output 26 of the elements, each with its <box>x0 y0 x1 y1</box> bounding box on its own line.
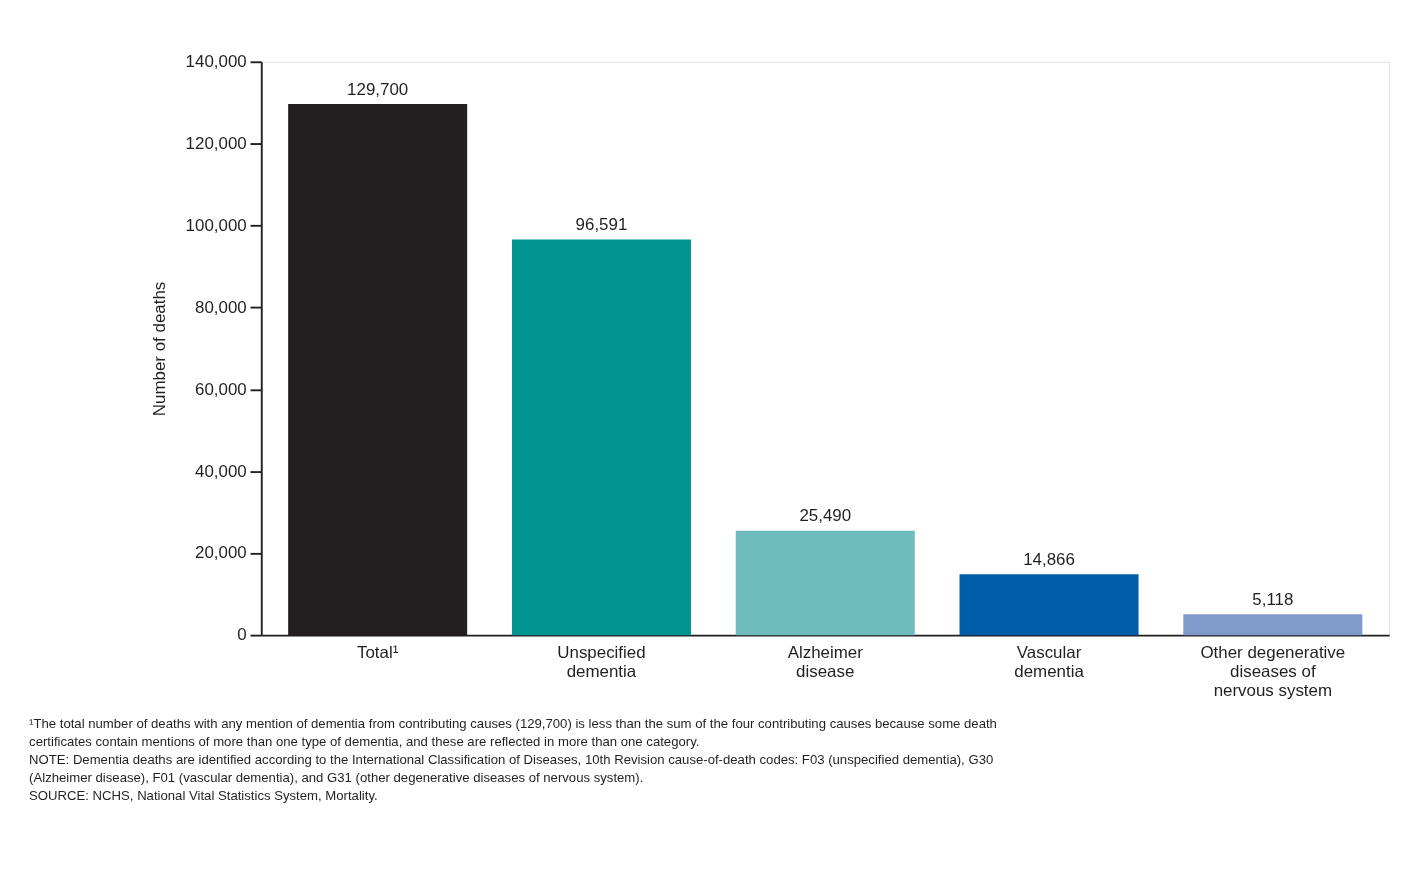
data-label: 14,866 <box>1023 549 1075 569</box>
data-label: 5,118 <box>1252 589 1294 609</box>
data-label: 129,700 <box>347 79 409 99</box>
y-axis-title: Number of deaths <box>149 281 169 417</box>
y-tick-label: 140,000 <box>185 51 247 71</box>
y-tick-label: 20,000 <box>195 543 247 563</box>
bar <box>511 239 691 636</box>
data-label: 25,490 <box>799 506 852 526</box>
bar <box>959 574 1139 636</box>
y-tick-label: 0 <box>237 625 247 645</box>
bar <box>1183 614 1363 636</box>
y-tick-label: 40,000 <box>195 461 247 481</box>
x-tick-label: Total¹ <box>357 643 399 663</box>
x-tick-label: Unspecified dementia <box>557 643 646 681</box>
source-note: SOURCE: NCHS, National Vital Statistics System, Mortality. <box>29 787 378 803</box>
y-tick-label: 80,000 <box>195 297 247 317</box>
y-tick-label: 100,000 <box>185 215 247 235</box>
bar <box>735 530 915 636</box>
text: ¹The total number of deaths with any mention of dementia from contributing causes (129,700) is less than the sum of the four contributing causes because some death certificates contain mentions of more than one type of dementia, and these are reflected in more than one category. <box>29 716 997 750</box>
text: NOTE: Dementia deaths are identified according to the International Classification of Diseases, 10th Revision cause-of-death codes: F03 (unspecified dementia), G30 (Alzheimer disease), F01 (vascular dementia), and G31 (other degenerative diseases of nervous system). <box>29 751 994 785</box>
y-tick-label: 60,000 <box>195 379 247 399</box>
data-label: 96,591 <box>575 215 628 235</box>
y-tick-label: 120,000 <box>185 133 247 153</box>
x-tick-label: Other degenerative diseases of nervous system <box>1200 643 1346 700</box>
x-tick-label: Vascular dementia <box>1014 643 1085 681</box>
x-tick-label: Alzheimer disease <box>787 643 864 681</box>
